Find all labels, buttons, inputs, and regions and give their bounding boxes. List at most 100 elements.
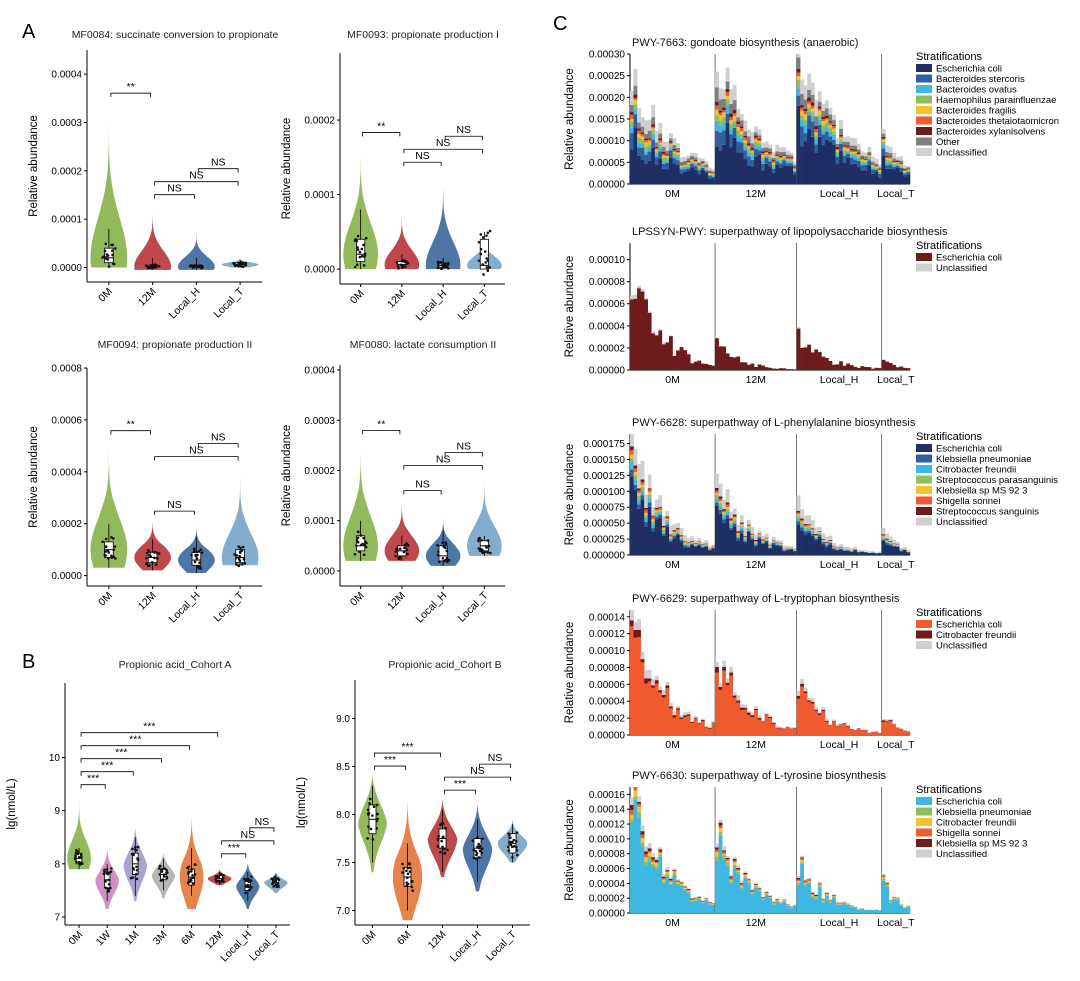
bar-segment [725, 682, 730, 686]
bar-segment [679, 527, 684, 536]
bar-segment [824, 547, 829, 555]
y-tick-label: 0.00002 [589, 894, 626, 905]
bar-segment [661, 879, 666, 882]
x-tick-label: 12M [203, 929, 226, 952]
bar-segment [899, 165, 904, 167]
data-point [76, 850, 80, 853]
bar-segment [640, 825, 645, 832]
bar-segment [637, 133, 641, 138]
bar-segment [832, 721, 836, 723]
sig-label: NS [211, 432, 226, 444]
y-tick-label: 0.0006 [51, 415, 82, 426]
bar-segment [725, 677, 730, 683]
data-point [438, 560, 441, 564]
bar-segment [892, 898, 897, 899]
bar-segment [679, 881, 684, 883]
bar-segment [729, 89, 734, 104]
bar-segment [853, 729, 858, 731]
data-point [403, 543, 407, 547]
bar-segment [807, 883, 812, 913]
bar-segment [725, 488, 730, 503]
bar-segment [768, 151, 773, 154]
bar-segment [832, 126, 836, 129]
bar-segment [860, 165, 865, 171]
bar-segment [750, 533, 755, 535]
y-axis-label: Relative abundance [281, 118, 293, 220]
bar-segment [832, 722, 836, 735]
bar-segment [832, 547, 836, 549]
bar-segment [856, 552, 861, 555]
data-point [80, 861, 83, 864]
bar-segment [679, 536, 684, 537]
bar-segment [892, 545, 897, 547]
data-point [148, 551, 152, 554]
bar-segment [676, 706, 680, 709]
bar-segment [846, 904, 851, 913]
bar-segment [761, 157, 765, 161]
bar-segment [658, 507, 663, 510]
bar-segment [739, 134, 744, 139]
bar-segment [725, 95, 730, 100]
bar-segment [775, 368, 780, 370]
group-label: 12M [746, 917, 766, 929]
bar-segment [633, 127, 638, 184]
bar-segment [672, 524, 677, 531]
bar-segment [668, 542, 673, 555]
bar-segment [630, 112, 634, 115]
legend-label: Citrobacter freundii [936, 465, 1016, 476]
bar-segment [729, 113, 734, 118]
bar-segment [683, 543, 687, 545]
sig-bracket [403, 161, 442, 167]
bar-segment [824, 536, 829, 542]
bar-segment [778, 546, 783, 555]
data-point [443, 851, 447, 855]
bar-segment [793, 727, 797, 729]
bar-segment [796, 54, 801, 58]
bar-segment [661, 525, 666, 528]
chart-title: PWY-6630: superpathway of L-tyrosine bio… [632, 770, 886, 782]
bar-segment [637, 637, 641, 735]
bar-segment [782, 156, 787, 158]
bar-segment [633, 472, 638, 476]
bar-segment [736, 534, 741, 537]
bar-segment [899, 366, 904, 370]
bar-segment [672, 538, 677, 555]
sig-label: NS [255, 816, 270, 828]
bar-segment [754, 710, 758, 735]
bar-segment [676, 709, 680, 735]
bar-segment [881, 139, 886, 142]
bar-segment [725, 122, 730, 184]
bar-segment [888, 541, 893, 542]
data-point [405, 869, 408, 873]
bar-segment [754, 886, 758, 888]
bar-segment [768, 546, 773, 548]
y-tick-label: 0.000050 [583, 519, 625, 530]
sig-bracket [362, 429, 401, 435]
bar-segment [793, 550, 797, 552]
legend-label: Escherichia coli [936, 64, 1002, 75]
bar-segment [895, 367, 900, 370]
bar-segment [828, 902, 833, 913]
bar-segment [874, 158, 879, 164]
bar-segment [885, 158, 890, 160]
bar-segment [676, 529, 680, 531]
bar-segment [782, 152, 787, 155]
bar-segment [782, 368, 787, 370]
bar-segment [679, 169, 684, 174]
data-point [477, 856, 481, 859]
bar-segment [863, 170, 868, 184]
bar-segment [888, 536, 893, 541]
bar-segment [668, 150, 673, 158]
bar-segment [807, 344, 812, 370]
data-point [489, 551, 492, 555]
bar-segment [746, 152, 751, 157]
bar-segment [715, 852, 719, 857]
bar-segment [807, 882, 812, 884]
bar-segment [715, 847, 719, 850]
bar-segment [732, 120, 737, 125]
bar-segment [761, 163, 765, 171]
bar-segment [644, 857, 649, 862]
data-point [111, 249, 114, 252]
bar-segment [725, 353, 730, 370]
bar-segment [874, 166, 879, 167]
